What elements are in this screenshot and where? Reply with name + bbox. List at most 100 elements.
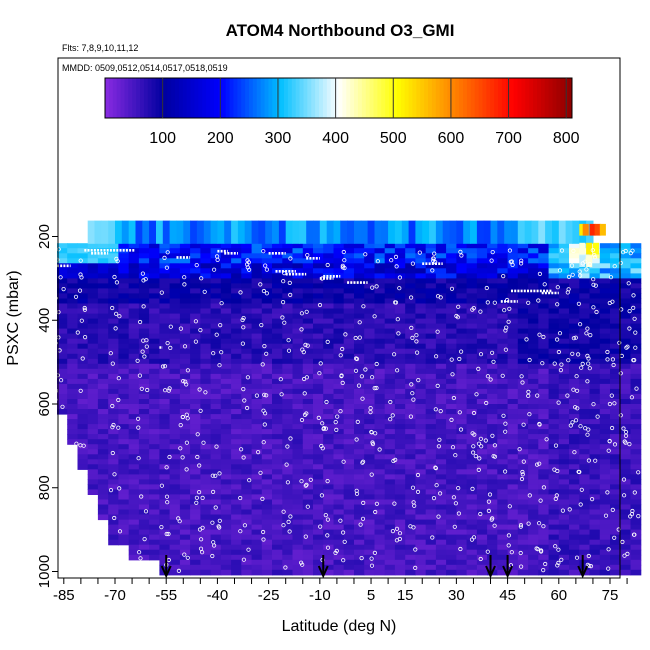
field-cell [231, 479, 242, 485]
field-cell [569, 534, 580, 541]
field-cell [323, 353, 334, 360]
field-cell [476, 373, 488, 380]
field-cell [128, 328, 140, 335]
sample-marker [458, 427, 464, 432]
field-cell [415, 489, 427, 495]
field-cell [599, 474, 611, 480]
field-cell [405, 494, 416, 500]
field-cell [610, 519, 621, 526]
field-cell [579, 529, 591, 536]
field-cell [579, 559, 591, 566]
field-cell [241, 469, 253, 475]
field-cell [630, 288, 642, 294]
field-cell [517, 439, 529, 445]
sample-marker [536, 298, 541, 303]
field-cell [569, 243, 580, 249]
field-cell [599, 464, 611, 470]
field-cell [282, 273, 294, 279]
sample-marker [303, 483, 308, 488]
field-cell [487, 313, 498, 320]
field-cell [548, 469, 560, 475]
field-cell [517, 333, 529, 340]
field-cell [569, 479, 580, 485]
field-cell [190, 484, 201, 490]
field-cell [67, 258, 78, 264]
field-cell [200, 419, 212, 425]
field-cell [333, 549, 345, 556]
field-cell [538, 409, 550, 415]
field-cell [630, 393, 642, 400]
field-cell [354, 273, 365, 279]
field-cell [220, 454, 232, 460]
field-cell [620, 308, 631, 315]
field-cell [384, 243, 396, 249]
sample-marker [476, 366, 481, 371]
field-cell [599, 288, 611, 294]
sample-marker [476, 441, 482, 446]
field-cell [67, 278, 78, 284]
field-cell [138, 283, 150, 289]
field-cell [497, 348, 509, 355]
field-cell [292, 220, 300, 244]
field-cell [251, 278, 263, 284]
field-cell [548, 358, 560, 365]
field-cell [384, 464, 396, 470]
field-cell [159, 358, 171, 365]
sample-marker [254, 393, 259, 398]
field-cell [118, 534, 130, 541]
field-cell [169, 414, 181, 420]
sample-marker [110, 305, 115, 311]
field-cell [579, 353, 591, 360]
field-cell [210, 288, 222, 294]
field-cell [384, 268, 396, 274]
field-cell [108, 373, 119, 380]
field-cell [210, 383, 222, 390]
field-cell [97, 328, 109, 335]
field-cell [405, 343, 416, 350]
field-cell [630, 248, 642, 254]
field-cell [108, 258, 119, 264]
field-cell [302, 474, 314, 480]
field-cell [599, 393, 611, 400]
sample-marker [489, 258, 494, 263]
field-cell [435, 388, 447, 395]
field-cell [384, 338, 396, 345]
field-cell [528, 474, 539, 480]
field-cell [118, 414, 130, 420]
field-cell [169, 464, 181, 470]
field-cell [200, 474, 212, 480]
field-cell [149, 248, 160, 254]
field-cell [507, 268, 519, 274]
colorbar-segment [159, 78, 164, 118]
field-cell [364, 303, 375, 310]
field-cell [538, 293, 550, 299]
field-cell [405, 559, 416, 566]
field-cell [374, 283, 386, 289]
field-cell [405, 383, 416, 390]
field-cell [620, 504, 631, 511]
colorbar-segment [291, 78, 297, 118]
field-cell [138, 514, 150, 521]
field-cell [425, 258, 437, 264]
field-cell [517, 414, 529, 420]
field-cell [138, 393, 150, 400]
field-cell [179, 434, 191, 440]
field-cell [476, 358, 488, 365]
field-cell [610, 293, 621, 299]
field-cell [108, 253, 119, 259]
field-cell [333, 519, 345, 526]
sample-marker [491, 359, 496, 364]
field-cell [569, 429, 580, 435]
field-cell [313, 248, 324, 254]
field-cell [149, 268, 160, 274]
field-cell [200, 564, 212, 571]
field-cell [456, 288, 468, 294]
field-cell [149, 419, 160, 425]
field-cell [589, 544, 601, 551]
field-cell [610, 439, 621, 445]
field-cell [200, 504, 212, 511]
field-cell [128, 263, 140, 269]
field-cell [251, 298, 263, 305]
field-cell [231, 524, 242, 531]
sample-marker [636, 470, 641, 475]
